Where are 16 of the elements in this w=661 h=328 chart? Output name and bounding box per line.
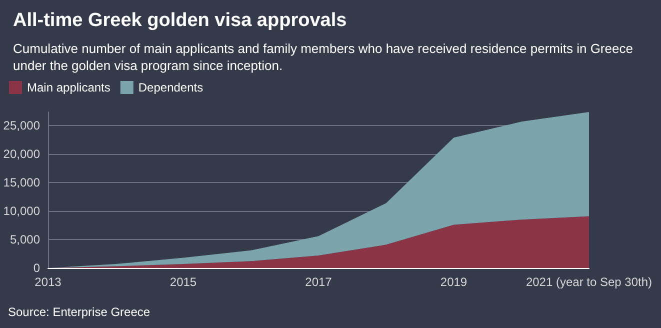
y-tick-label: 15,000 <box>3 176 40 190</box>
y-tick-label: 10,000 <box>3 204 40 218</box>
y-tick-label: 20,000 <box>3 147 40 162</box>
y-tick-label: 25,000 <box>3 118 40 133</box>
legend-label: Main applicants <box>27 80 110 94</box>
y-tick-label: 5,000 <box>10 232 40 247</box>
x-tick-label: 2021 (year to Sep 30th) <box>526 275 652 289</box>
x-tick-label: 2015 <box>170 275 197 289</box>
legend-label: Dependents <box>138 80 204 94</box>
x-tick-label: 2017 <box>305 275 332 289</box>
chart-title: All-time Greek golden visa approvals <box>13 10 347 31</box>
source-note: Source: Enterprise Greece <box>8 305 150 319</box>
y-tick-label: 0 <box>33 261 40 275</box>
chart-subtitle: Cumulative number of main applicants and family members who have received residence permits in Greece under the golden visa program since inception. <box>13 41 637 73</box>
x-tick-label: 2019 <box>440 275 468 289</box>
x-tick-label: 2013 <box>34 275 62 289</box>
